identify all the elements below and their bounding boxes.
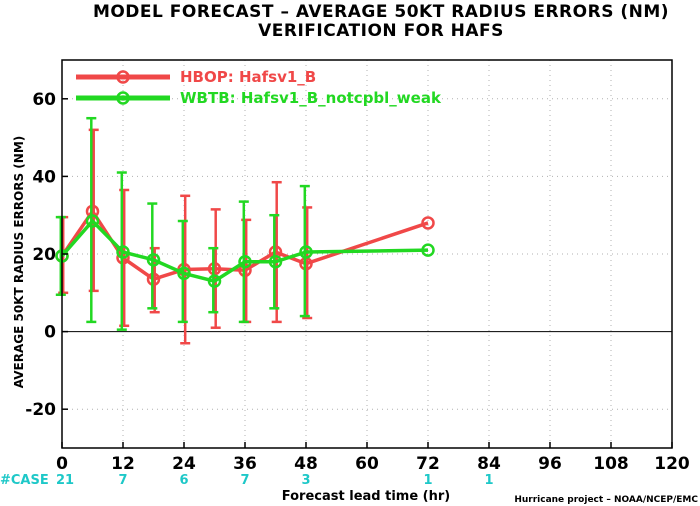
series-1 xyxy=(55,116,435,331)
case-count: 6 xyxy=(179,473,188,488)
x-tick-label: 120 xyxy=(654,454,690,474)
case-count: 3 xyxy=(301,473,310,488)
y-tick-label: 60 xyxy=(32,90,56,110)
case-count: 7 xyxy=(118,473,127,488)
chart-title: MODEL FORECAST – AVERAGE 50KT RADIUS ERR… xyxy=(93,2,669,22)
data-point xyxy=(177,266,191,281)
x-tick-label: 24 xyxy=(172,454,196,474)
data-point xyxy=(421,216,435,230)
legend-marker-wbtb xyxy=(116,91,130,105)
series-layer xyxy=(55,116,435,345)
x-tick-labels: 0 12 24 36 48 60 72 84 96 108 120 xyxy=(56,442,690,474)
data-point xyxy=(146,253,161,267)
case-label: #CASE xyxy=(0,473,49,488)
y-tick-label: 0 xyxy=(44,323,56,343)
y-tick-labels: -20 0 20 40 60 xyxy=(25,90,68,420)
y-axis-label: AVERAGE 50KT RADIUS ERRORS (NM) xyxy=(12,136,26,388)
case-count: 1 xyxy=(423,473,432,488)
x-tick-label: 36 xyxy=(233,454,257,474)
case-count-row: #CASE 21 7 6 7 3 1 1 xyxy=(0,473,494,488)
data-point xyxy=(116,245,130,259)
x-tick-label: 12 xyxy=(111,454,135,474)
data-point xyxy=(207,274,222,288)
data-point xyxy=(421,243,435,257)
legend-marker-hbop xyxy=(116,70,130,84)
credit-text: Hurricane project – NOAA/NCEP/EMC xyxy=(514,495,698,505)
case-count: 21 xyxy=(56,473,74,488)
x-tick-label: 48 xyxy=(294,454,318,474)
data-point xyxy=(299,245,313,259)
grid xyxy=(62,60,672,448)
x-tick-label: 108 xyxy=(593,454,629,474)
legend: HBOP: Hafsv1_B WBTB: Hafsv1_B_notcpbl_we… xyxy=(76,68,442,107)
x-tick-label: 60 xyxy=(355,454,379,474)
legend-label-wbtb: WBTB: Hafsv1_B_notcpbl_weak xyxy=(180,89,442,107)
chart-subtitle: VERIFICATION FOR HAFS xyxy=(258,21,504,41)
data-point xyxy=(85,214,100,228)
data-point xyxy=(238,255,252,269)
x-tick-label: 96 xyxy=(538,454,562,474)
x-tick-label: 84 xyxy=(477,454,501,474)
data-point xyxy=(268,255,283,269)
legend-label-hbop: HBOP: Hafsv1_B xyxy=(180,68,316,86)
series-line xyxy=(60,219,429,283)
y-tick-label: 40 xyxy=(32,167,56,187)
x-tick-label: 0 xyxy=(56,454,68,474)
y-tick-label: 20 xyxy=(32,245,56,265)
x-axis-label: Forecast lead time (hr) xyxy=(282,489,450,504)
case-count: 7 xyxy=(240,473,249,488)
x-tick-label: 72 xyxy=(416,454,440,474)
y-tick-label: -20 xyxy=(25,400,56,420)
case-count: 1 xyxy=(484,473,493,488)
